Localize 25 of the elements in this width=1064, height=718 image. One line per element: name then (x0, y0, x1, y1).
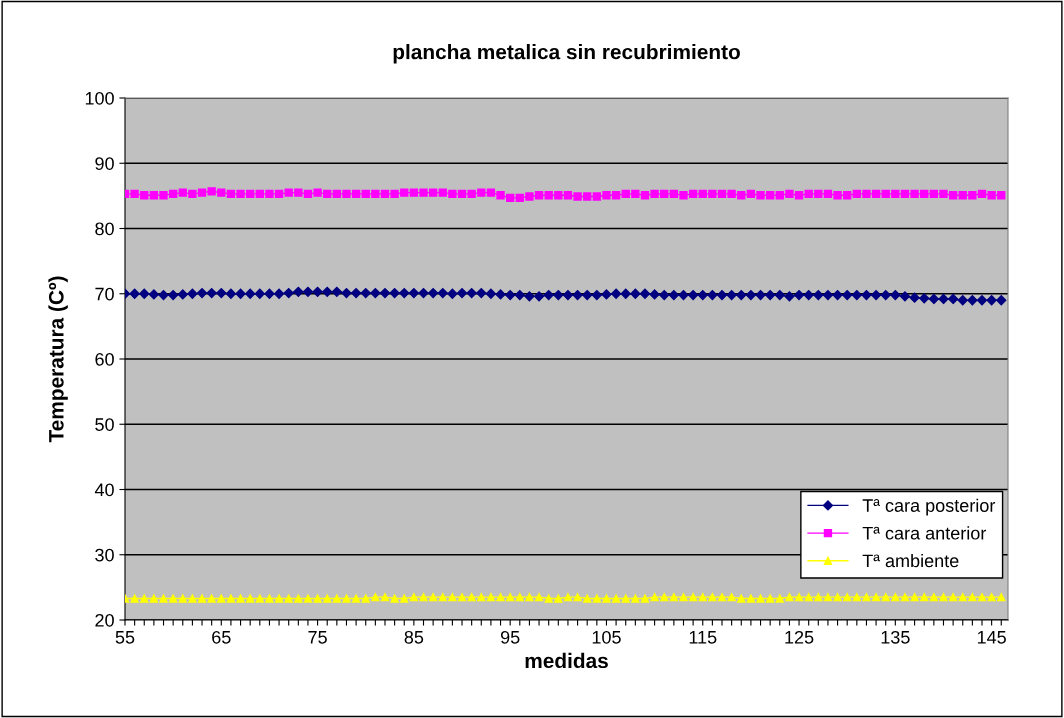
x-tick-label: 55 (115, 631, 135, 644)
x-axis-title: medidas (525, 652, 608, 669)
y-tick-label: 40 (94, 483, 114, 497)
y-tick-label: 30 (95, 548, 114, 562)
y-tick-label: 70 (95, 287, 114, 301)
x-tick-label: 105 (592, 630, 621, 644)
legend-label: Tª ambiente (862, 553, 959, 568)
y-tick-label: 80 (95, 222, 114, 236)
x-tick-label: 135 (881, 630, 910, 644)
y-axis-title: Temperatura (Cº) (48, 276, 68, 443)
x-tick-label: 85 (404, 630, 424, 644)
y-tick-label: 50 (95, 418, 114, 431)
x-tick-label: 145 (977, 631, 1006, 644)
y-tick-label: 90 (95, 157, 114, 170)
legend-label: Tª cara anterior (862, 526, 987, 540)
y-tick-label: 100 (85, 91, 114, 105)
x-tick-label: 95 (500, 630, 520, 644)
chart-title: plancha metalica sin recubrimiento (393, 44, 740, 64)
x-tick-label: 75 (308, 631, 327, 644)
legend-label: Tª cara posterior (862, 498, 996, 516)
x-tick-label: 65 (212, 630, 231, 644)
y-tick-label: 20 (95, 613, 114, 627)
x-tick-label: 125 (785, 630, 814, 644)
x-tick-label: 115 (689, 631, 717, 644)
y-tick-label: 60 (95, 352, 114, 366)
